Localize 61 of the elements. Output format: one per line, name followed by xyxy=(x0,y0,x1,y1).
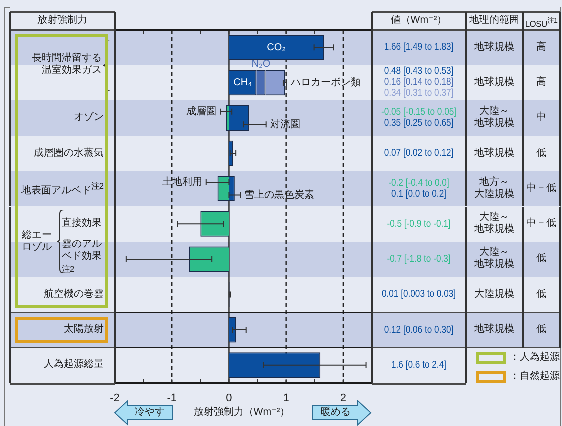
y-tick-label: 長時間滞留する温室効果ガス xyxy=(31,53,102,78)
text: 大陸～地球規模 xyxy=(474,212,516,236)
text: 大陸～地球規模 xyxy=(474,106,516,130)
y-tick-label: オゾン xyxy=(73,112,104,124)
text: 地方～大陸規模 xyxy=(474,176,516,201)
text: 暖める xyxy=(320,407,352,419)
text: -0.2 [-0.4 to 0.0] xyxy=(388,178,450,189)
text: 低 xyxy=(536,324,548,336)
x-tick-label: 2 xyxy=(340,392,347,405)
series-label: N₂O xyxy=(252,58,271,70)
y-tick-label: 成層圏の水蒸気 xyxy=(33,148,104,160)
text: 総エーロゾル xyxy=(22,230,53,254)
text: -0.5 [-0.9 to -0.1] xyxy=(386,218,452,230)
text: 冷やす xyxy=(134,407,166,419)
text: 地球規模 xyxy=(474,42,516,54)
series-label: 成層圏 xyxy=(186,106,217,118)
text: 中－低 xyxy=(526,182,558,195)
y-tick-label: 地表面アルベド$^{注2}$ xyxy=(20,180,104,198)
text: 値（Wm⁻²） xyxy=(390,15,448,27)
text: 高 xyxy=(536,76,548,89)
text: 0.1 [0.0 to 0.2] xyxy=(390,188,448,200)
text: 0.12 [0.06 to 0.30] xyxy=(383,324,455,336)
text: 0.01 [0.003 to 0.03] xyxy=(380,289,458,300)
text: 0.16 [0.14 to 0.18] xyxy=(383,77,455,88)
text: 放射強制力 xyxy=(36,15,88,27)
text: 0.35 [0.25 to 0.65] xyxy=(383,118,455,130)
series-label: 土地利用 xyxy=(162,176,202,188)
x-axis-title: 放射強制力（Wm⁻²） xyxy=(192,407,292,419)
series-label: CO₂ xyxy=(267,42,286,54)
text: 大陸～地球規模 xyxy=(474,247,516,272)
text: 大陸規模 xyxy=(474,288,516,301)
text: -0.7 [-1.8 to -0.3] xyxy=(386,254,452,265)
y-tick-label: 直接効果 xyxy=(62,218,103,230)
text: 0.07 [0.02 to 0.12] xyxy=(383,148,455,160)
text: ：人為起源 xyxy=(510,352,560,364)
text: 0.48 [0.43 to 0.53] xyxy=(383,66,455,78)
text: 低 xyxy=(536,148,548,160)
x-tick-label: -1 xyxy=(167,392,177,405)
series-label: CH₄ xyxy=(234,78,252,89)
text: 低 xyxy=(536,253,548,266)
text: LOSU$^{注1}$ xyxy=(524,16,559,30)
text: 低 xyxy=(536,288,548,301)
y-tick-label: 太陽放射 xyxy=(63,324,104,336)
y-tick-label: 人為起源総量 xyxy=(43,359,104,372)
text: 1.66 [1.49 to 1.83] xyxy=(383,42,455,54)
y-tick-label: 航空機の巻雲 xyxy=(43,288,104,301)
text: 中 xyxy=(536,112,548,124)
x-tick-label: 1 xyxy=(283,392,290,405)
text: 高 xyxy=(536,42,548,54)
text: ：自然起源 xyxy=(510,370,560,383)
text: 地球規模 xyxy=(474,148,516,160)
text: -0.05 [-0.15 to 0.05] xyxy=(380,107,458,118)
text: 中－低 xyxy=(526,218,558,230)
series-label: 雪上の黒色炭素 xyxy=(244,188,315,201)
text: 0.34 [0.31 to 0.37] xyxy=(383,88,455,100)
text: 地球規模 xyxy=(474,324,516,336)
text: 地理的範囲 xyxy=(468,15,520,27)
text: 1.6 [0.6 to 2.4] xyxy=(390,360,448,371)
x-tick-label: 0 xyxy=(226,392,232,405)
text: 地球規模 xyxy=(474,76,516,89)
x-tick-label: -2 xyxy=(110,392,120,405)
